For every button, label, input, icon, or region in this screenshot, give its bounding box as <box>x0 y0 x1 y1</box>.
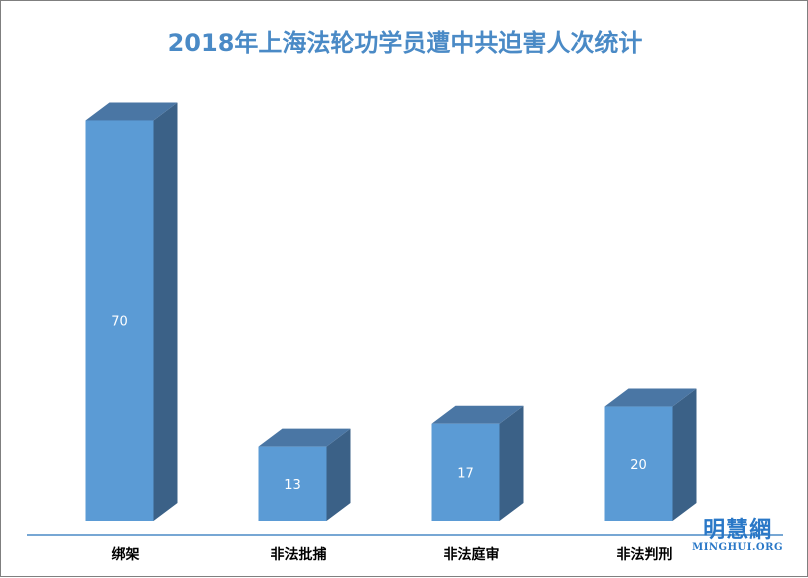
bar-2 <box>431 423 500 521</box>
bar-side-3 <box>672 388 697 521</box>
category-label-2: 非法庭审 <box>444 546 500 563</box>
bar-top-2 <box>431 405 524 424</box>
watermark-cn-text: 明慧網 <box>703 517 773 543</box>
bar-value-label-0: 70 <box>111 315 128 330</box>
chart-title: 2018年上海法轮功学员遭中共迫害人次统计 <box>167 29 643 57</box>
bar-side-2 <box>499 405 524 521</box>
category-label-1: 非法批捕 <box>271 546 327 563</box>
watermark-en-text: MINGHUI.ORG <box>692 542 783 553</box>
bar-top-1 <box>258 428 351 447</box>
bar-value-label-3: 20 <box>630 458 647 473</box>
bar-3 <box>604 406 673 521</box>
bar-top-3 <box>604 388 697 407</box>
category-label-3: 非法判刑 <box>617 546 673 563</box>
bar-side-1 <box>326 428 351 521</box>
category-label-0: 绑架 <box>112 546 140 563</box>
bar-value-label-1: 13 <box>284 478 301 493</box>
bar-value-label-2: 17 <box>457 466 474 481</box>
bar-1 <box>258 446 327 521</box>
minghui-watermark-logo: 明慧網 MINGHUI.ORG <box>692 518 783 554</box>
bar-side-0 <box>153 102 178 521</box>
bar-top-0 <box>85 102 178 121</box>
bar-0 <box>85 120 154 521</box>
